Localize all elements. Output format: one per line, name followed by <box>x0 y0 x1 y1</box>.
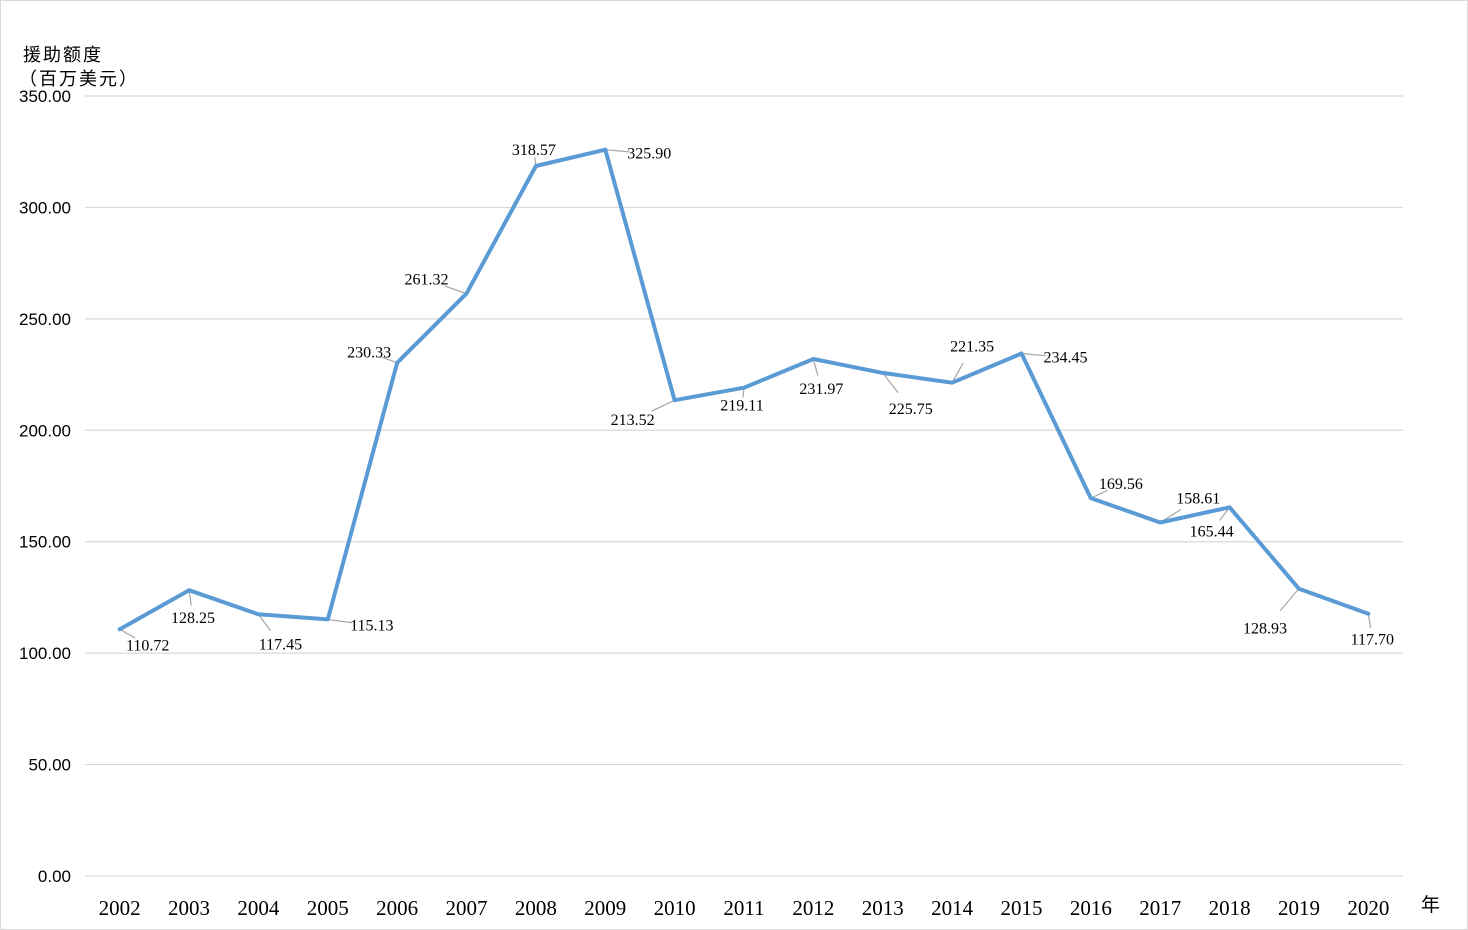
data-label: 221.35 <box>950 339 994 356</box>
y-tick-label: 300.00 <box>19 198 71 217</box>
data-label: 325.90 <box>627 146 671 163</box>
leader-line <box>1090 489 1108 499</box>
leader-line <box>257 613 272 632</box>
x-tick-label: 2010 <box>654 896 696 920</box>
leader-line <box>188 590 192 606</box>
gridlines <box>85 95 1403 877</box>
x-tick-label: 2012 <box>792 896 834 920</box>
x-tick-label: 2016 <box>1070 896 1112 920</box>
data-label: 110.72 <box>126 637 169 654</box>
leader-line <box>444 285 467 295</box>
y-axis-ticks: 0.00 50.00 100.00 150.00 200.00 250.00 300.00 3… <box>19 87 71 886</box>
y-tick-label: 0.00 <box>38 867 71 886</box>
x-tick-label: 2006 <box>376 896 418 920</box>
y-tick-label: 350.00 <box>19 87 71 106</box>
data-label: 115.13 <box>350 617 393 634</box>
x-tick-label: 2013 <box>862 896 904 920</box>
leader-line <box>1279 588 1300 612</box>
leader-line <box>1021 352 1046 357</box>
x-tick-label: 2005 <box>307 896 349 920</box>
x-tick-label: 2017 <box>1139 896 1181 920</box>
x-tick-label: 2008 <box>515 896 557 920</box>
leader-line <box>119 628 136 639</box>
leader-line <box>812 358 819 376</box>
data-label: 318.57 <box>512 142 556 159</box>
y-tick-label: 150.00 <box>19 533 71 552</box>
data-label: 128.93 <box>1243 621 1287 638</box>
y-tick-label: 250.00 <box>19 310 71 329</box>
series-line <box>117 147 1371 632</box>
x-tick-label: 2011 <box>723 896 764 920</box>
y-tick-label: 100.00 <box>19 644 71 663</box>
leader-line <box>327 618 353 624</box>
data-label: 219.11 <box>720 398 763 415</box>
data-label: 234.45 <box>1043 350 1087 367</box>
data-label: 231.97 <box>799 381 843 398</box>
y-tick-label: 50.00 <box>28 756 71 775</box>
data-label: 165.44 <box>1190 523 1234 540</box>
x-tick-label: 2009 <box>584 896 626 920</box>
y-tick-label: 200.00 <box>19 421 71 440</box>
data-label: 117.70 <box>1351 632 1394 649</box>
x-axis-ticks: 2002 2003 2004 2005 2006 2007 2008 2009 2010 2011… <box>99 896 1390 920</box>
x-tick-label: 2020 <box>1347 896 1389 920</box>
x-tick-label: 2007 <box>446 896 488 920</box>
data-label: 128.25 <box>171 610 215 627</box>
leader-line <box>1367 613 1372 629</box>
data-label: 169.56 <box>1099 476 1143 493</box>
x-tick-label: 2002 <box>99 896 141 920</box>
x-tick-label: 2014 <box>931 896 974 920</box>
x-axis-unit-label: 年 <box>1421 894 1440 916</box>
data-label: 117.45 <box>259 636 302 653</box>
data-label: 158.61 <box>1176 491 1220 508</box>
label-leader-lines <box>119 149 1372 639</box>
x-tick-label: 2015 <box>1000 896 1042 920</box>
leader-line <box>951 362 964 383</box>
y-axis-label-line1: 援助额度 <box>23 45 103 66</box>
x-tick-label: 2004 <box>237 896 280 920</box>
x-tick-label: 2003 <box>168 896 210 920</box>
y-axis-label-line2: （百万美元） <box>19 69 139 90</box>
leader-line <box>381 356 398 364</box>
data-label: 225.75 <box>889 401 933 418</box>
leader-line <box>882 372 899 394</box>
leader-line <box>651 399 675 412</box>
data-label: 261.32 <box>405 272 449 289</box>
x-tick-label: 2019 <box>1278 896 1320 920</box>
data-label: 230.33 <box>347 345 391 362</box>
data-label: 213.52 <box>611 412 655 429</box>
leader-line <box>605 149 630 153</box>
x-tick-label: 2018 <box>1209 896 1251 920</box>
